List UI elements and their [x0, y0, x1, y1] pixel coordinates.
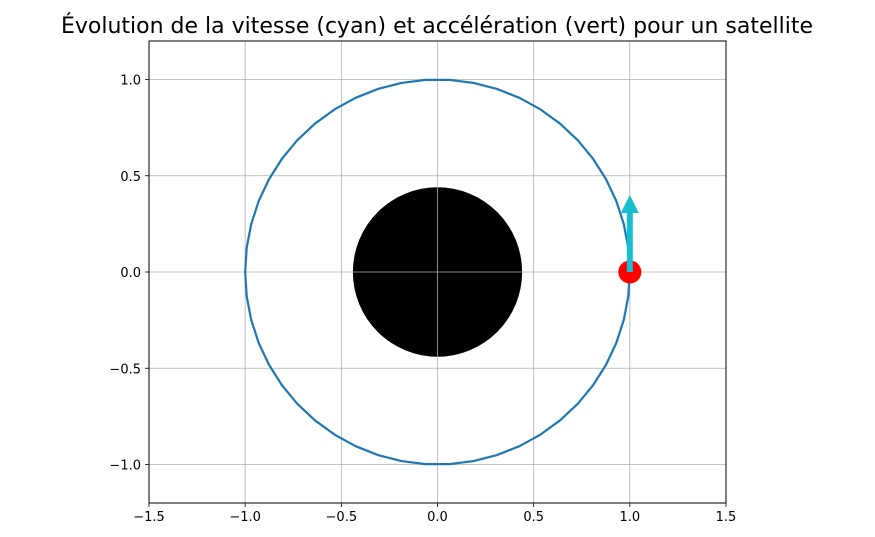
- y-tick-label: −0.5: [109, 362, 141, 377]
- y-tick-label: 0.5: [120, 170, 141, 185]
- orbit-line: [244, 78, 631, 466]
- chart-title: Évolution de la vitesse (cyan) et accélé…: [61, 13, 813, 39]
- x-tick-label: −1.0: [229, 510, 261, 525]
- x-tick-label: 1.5: [716, 510, 737, 525]
- x-tick-label: 0.5: [523, 510, 544, 525]
- y-tick-label: 1.0: [120, 74, 141, 89]
- x-tick-label: 0.0: [427, 510, 448, 525]
- x-tick-label: −1.5: [133, 510, 165, 525]
- y-tick-label: −1.0: [109, 459, 141, 474]
- x-tick-label: 1.0: [619, 510, 640, 525]
- y-tick-label: 0.0: [120, 266, 141, 281]
- velocity-arrow: [620, 195, 639, 272]
- plot-area: −1.5 −1.0 −0.5 0.0 0.5 1.0 1.5 −1.0 −0.5 0.0 0.5 1.…: [109, 40, 737, 525]
- x-tick-label: −0.5: [326, 510, 358, 525]
